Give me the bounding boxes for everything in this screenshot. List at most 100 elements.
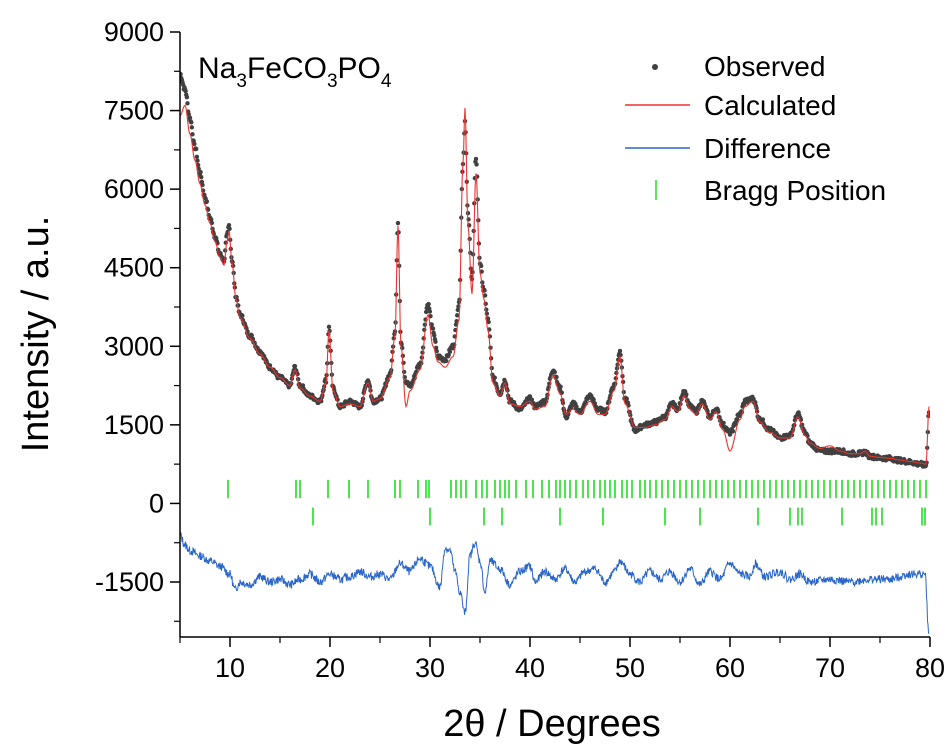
observed-point	[492, 375, 497, 380]
observed-point	[429, 322, 434, 327]
x-tick-label: 10	[215, 653, 245, 683]
observed-point	[591, 397, 596, 402]
x-tick-label: 30	[415, 653, 445, 683]
observed-point	[618, 352, 623, 358]
observed-point	[186, 112, 191, 117]
observed-point	[423, 309, 429, 315]
observed-point	[226, 222, 232, 228]
bragg-position-ticks	[227, 479, 927, 526]
legend-observed-marker	[652, 64, 658, 70]
y-tick-label: 6000	[104, 174, 164, 204]
observed-point	[479, 269, 484, 274]
y-axis-title: Intensity / a.u.	[15, 216, 57, 453]
calculated-series	[180, 104, 930, 465]
observed-point	[195, 158, 200, 163]
observed-point	[249, 333, 254, 338]
observed-point	[730, 429, 736, 434]
observed-point	[292, 363, 298, 369]
observed-point	[427, 309, 433, 314]
observed-point	[444, 358, 449, 364]
observed-point	[189, 125, 195, 130]
difference-line	[180, 532, 930, 634]
x-tick-label: 60	[715, 653, 745, 683]
title-part-po: PO	[338, 52, 381, 85]
y-tick-label: 9000	[104, 17, 164, 47]
observed-point	[430, 326, 436, 331]
y-axis-ticks: -1500 0 1500 3000 4500 6000 7500 9000	[95, 17, 180, 622]
observed-point	[433, 345, 439, 350]
x-tick-label: 80	[915, 653, 945, 683]
legend: Observed Calculated Difference Bragg Pos…	[625, 51, 886, 206]
observed-point	[433, 339, 438, 344]
title-part-feco: FeCO	[247, 52, 327, 85]
y-tick-label: -1500	[95, 567, 164, 597]
observed-point	[751, 396, 756, 402]
observed-point	[484, 307, 489, 312]
y-tick-label: 4500	[104, 253, 164, 283]
legend-bragg-label: Bragg Position	[704, 175, 886, 206]
x-tick-label: 20	[315, 653, 345, 683]
observed-point	[184, 94, 190, 100]
axes	[179, 32, 930, 638]
observed-point	[455, 307, 460, 313]
observed-point	[483, 301, 488, 307]
observed-point	[399, 342, 404, 347]
observed-point	[455, 313, 460, 318]
observed-point	[592, 401, 598, 406]
observed-point	[240, 313, 245, 318]
x-tick-label: 70	[815, 653, 845, 683]
x-tick-label: 50	[615, 653, 645, 683]
observed-point	[566, 411, 571, 417]
observed-point	[617, 348, 623, 354]
legend-difference-label: Difference	[704, 133, 831, 164]
observed-point	[486, 319, 491, 325]
observed-point	[227, 226, 232, 231]
observed-point	[426, 301, 431, 307]
observed-point	[554, 374, 559, 380]
observed-point	[474, 162, 479, 167]
observed-point	[183, 88, 188, 94]
title-sub-4: 4	[381, 71, 392, 92]
observed-point	[684, 392, 689, 397]
observed-point	[734, 416, 740, 422]
observed-point	[395, 220, 401, 226]
observed-point	[326, 324, 332, 330]
observed-point	[198, 169, 203, 175]
observed-point	[558, 384, 563, 389]
difference-series	[180, 532, 930, 634]
observed-point	[209, 217, 214, 222]
observed-point	[527, 394, 533, 399]
observed-point	[432, 333, 437, 338]
observed-point	[204, 199, 210, 204]
observed-point	[401, 369, 407, 375]
observed-point	[760, 417, 766, 422]
title-sub-3a: 3	[236, 71, 247, 92]
x-axis-ticks: 10 20 30 40 50 60 70 80	[179, 637, 945, 683]
legend-observed-label: Observed	[704, 51, 825, 82]
observed-point	[319, 398, 324, 404]
y-tick-label: 7500	[104, 96, 164, 126]
observed-point	[194, 146, 199, 152]
observed-series	[180, 71, 930, 469]
observed-point	[482, 288, 487, 293]
observed-point	[190, 132, 195, 137]
observed-point	[189, 120, 194, 125]
chart-title: Na3FeCO3PO4	[198, 52, 392, 92]
observed-point	[482, 293, 488, 298]
observed-point	[199, 174, 204, 180]
x-axis-title: 2θ / Degrees	[443, 703, 661, 744]
title-sub-3b: 3	[327, 71, 338, 92]
x-tick-label: 40	[515, 653, 545, 683]
observed-point	[721, 420, 726, 426]
title-part-na: Na	[198, 52, 237, 85]
calculated-line	[180, 104, 930, 465]
observed-point	[447, 349, 453, 354]
observed-point	[187, 115, 193, 120]
observed-point	[529, 397, 535, 402]
y-tick-label: 3000	[104, 331, 164, 361]
observed-point	[401, 360, 406, 366]
observed-point	[552, 369, 557, 375]
observed-point	[194, 154, 200, 159]
observed-point	[185, 101, 190, 106]
